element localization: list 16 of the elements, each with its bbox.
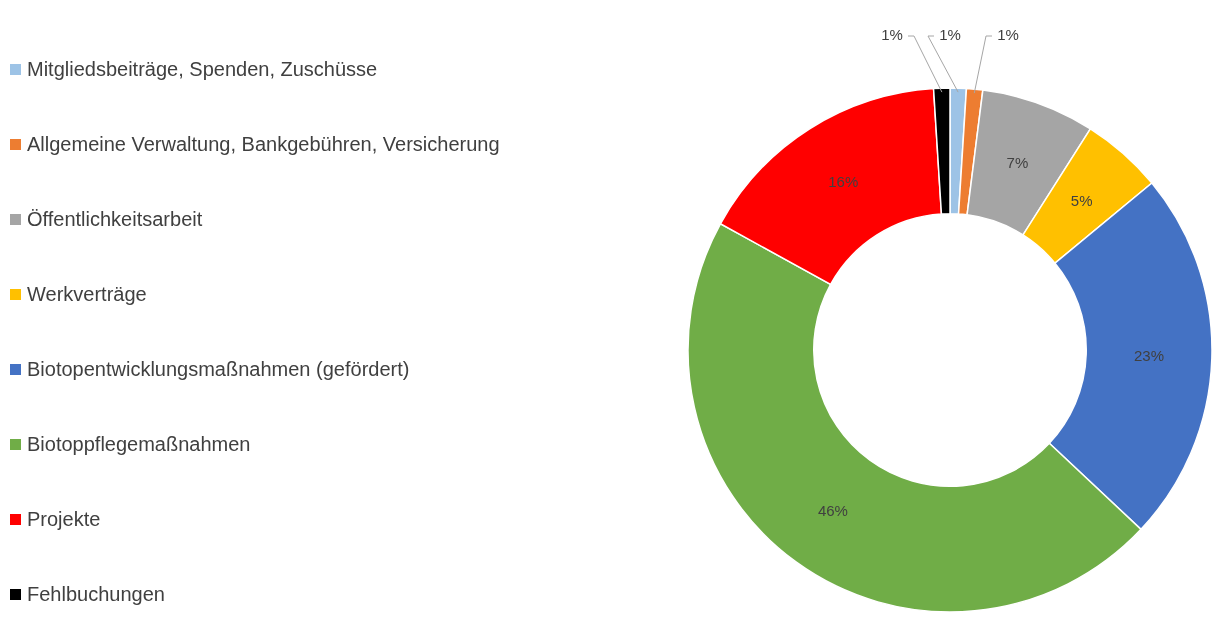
data-label: 1%	[997, 26, 1019, 43]
legend-label: Biotoppflegemaßnahmen	[27, 433, 251, 455]
data-label: 1%	[881, 26, 903, 43]
legend-label: Projekte	[27, 508, 101, 530]
data-label: 1%	[939, 26, 961, 43]
data-label: 7%	[1006, 153, 1029, 171]
data-label: 46%	[817, 502, 848, 520]
data-label: 16%	[828, 172, 859, 190]
legend-label: Biotopentwicklungsmaßnahmen (gefördert)	[27, 358, 410, 380]
legend-label: Fehlbuchungen	[27, 583, 165, 605]
legend-label: Mitgliedsbeiträge, Spenden, Zuschüsse	[27, 58, 378, 80]
data-label: 5%	[1070, 191, 1093, 209]
legend-label: Öffentlichkeitsarbeit	[27, 208, 203, 230]
legend-label: Werkverträge	[27, 283, 147, 305]
legend-label: Allgemeine Verwaltung, Bankgebühren, Versicherung	[27, 133, 500, 155]
data-label: 23%	[1134, 347, 1165, 365]
